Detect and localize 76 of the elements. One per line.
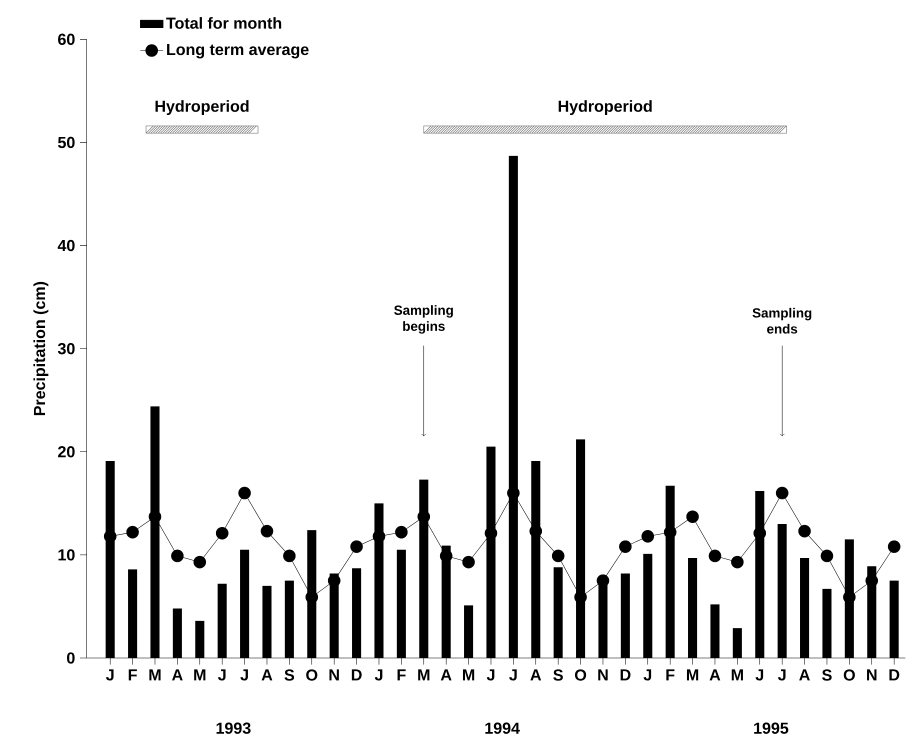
x-tick-label: N bbox=[329, 669, 339, 680]
x-tick-label: J bbox=[644, 669, 652, 681]
x-tick-label: A bbox=[172, 669, 183, 680]
point bbox=[216, 526, 228, 540]
x-tick-label: S bbox=[284, 669, 294, 681]
y-axis-title: Precipitation (cm) bbox=[33, 282, 48, 416]
point bbox=[731, 556, 744, 568]
x-tick-label: J bbox=[106, 669, 114, 681]
point bbox=[126, 526, 139, 538]
point bbox=[238, 486, 251, 500]
point bbox=[260, 524, 274, 538]
x-tick-label: D bbox=[352, 669, 362, 680]
y-tick-label: 30 bbox=[58, 342, 75, 354]
point bbox=[888, 540, 900, 553]
point bbox=[395, 526, 408, 538]
x-tick-label: F bbox=[128, 669, 137, 680]
annotation: Hydroperiod bbox=[558, 100, 652, 116]
x-tick-label: O bbox=[844, 669, 855, 681]
x-tick-label: A bbox=[710, 669, 720, 680]
point bbox=[798, 524, 811, 538]
point bbox=[418, 510, 430, 524]
x-tick-label: M bbox=[732, 669, 743, 680]
y-tick-label: 50 bbox=[58, 136, 75, 148]
x-tick-label: J bbox=[374, 669, 382, 681]
point bbox=[462, 556, 475, 568]
x-tick-label: A bbox=[799, 669, 810, 680]
y-tick-label: 60 bbox=[58, 34, 75, 45]
point bbox=[552, 550, 564, 562]
point bbox=[708, 550, 722, 562]
x-tick-label: M bbox=[194, 669, 206, 680]
point bbox=[753, 526, 766, 540]
text: 1995 bbox=[754, 722, 788, 734]
x-tick-label: J bbox=[756, 669, 764, 681]
point bbox=[619, 540, 632, 553]
y-tick-label: 40 bbox=[58, 240, 75, 252]
x-tick-label: J bbox=[778, 669, 786, 681]
point bbox=[820, 550, 834, 562]
x-tick-label: D bbox=[620, 669, 630, 680]
point bbox=[194, 556, 206, 568]
x-tick-label: M bbox=[462, 669, 474, 680]
y-tick-label: 20 bbox=[58, 446, 75, 458]
y-tick-label: 10 bbox=[58, 549, 75, 561]
x-tick-label: A bbox=[262, 669, 272, 680]
x-tick-label: O bbox=[306, 669, 318, 681]
x-tick-label: F bbox=[398, 669, 406, 680]
legend-label: Long term average bbox=[167, 44, 309, 58]
x-tick-label: M bbox=[686, 669, 698, 680]
point bbox=[283, 550, 296, 562]
x-tick-label: N bbox=[867, 669, 876, 680]
x-tick-label: A bbox=[440, 669, 452, 680]
x-tick-label: J bbox=[218, 669, 226, 681]
x-tick-label: S bbox=[553, 669, 563, 681]
annotation: Hydroperiod bbox=[156, 100, 249, 116]
x-tick-label: M bbox=[149, 669, 161, 680]
point bbox=[350, 540, 363, 553]
y-tick-label: 0 bbox=[67, 652, 75, 664]
text: 1993 bbox=[216, 722, 251, 734]
x-tick-label: J bbox=[509, 669, 517, 681]
point bbox=[776, 486, 788, 500]
x-tick-label: A bbox=[530, 669, 542, 680]
x-tick-label: F bbox=[666, 669, 674, 680]
annotation: Sampling begins bbox=[394, 305, 453, 334]
x-tick-label: J bbox=[240, 669, 248, 681]
point bbox=[641, 530, 654, 543]
x-tick-label: S bbox=[822, 669, 832, 681]
x-tick-label: N bbox=[598, 669, 608, 680]
x-tick-label: D bbox=[889, 669, 900, 680]
x-tick-label: J bbox=[486, 669, 494, 681]
text: 1994 bbox=[485, 722, 520, 734]
legend-label: Total for month bbox=[166, 17, 282, 29]
x-tick-label: O bbox=[574, 669, 586, 681]
x-tick-label: M bbox=[418, 669, 430, 680]
point bbox=[686, 510, 699, 524]
point bbox=[171, 550, 184, 562]
annotation: Sampling ends bbox=[752, 308, 812, 334]
point bbox=[865, 574, 878, 587]
